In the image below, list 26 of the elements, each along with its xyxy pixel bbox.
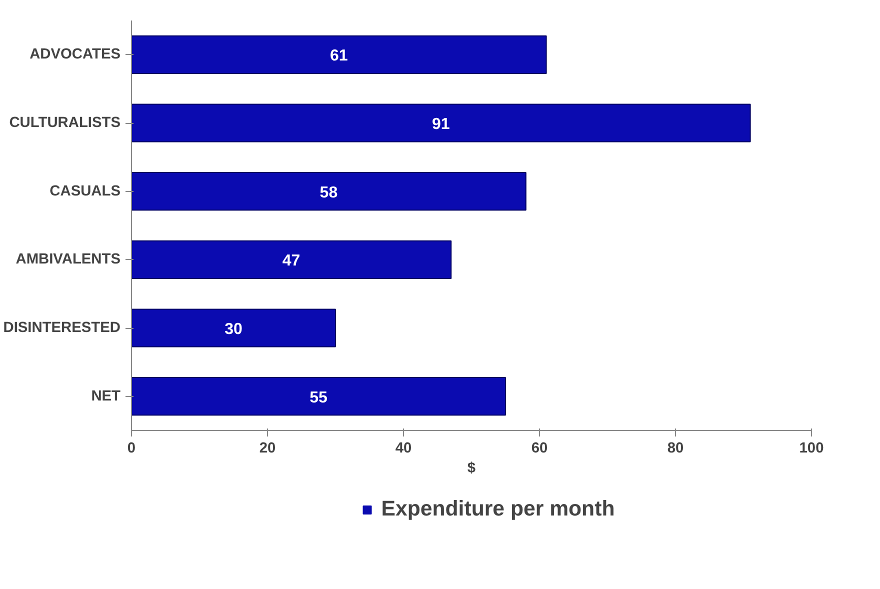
data-label: 91 <box>432 116 450 133</box>
data-label: 47 <box>282 252 300 270</box>
x-axis-title: $ <box>467 460 476 476</box>
data-label: 58 <box>320 184 338 202</box>
y-tick-label: DISINTERESTED <box>3 320 120 336</box>
y-tick-label: NET <box>91 388 121 404</box>
x-tick-label: 60 <box>531 440 548 456</box>
x-tick-label: 20 <box>259 440 276 456</box>
bar <box>132 308 336 348</box>
data-label: 55 <box>310 389 328 406</box>
x-tick-label: 40 <box>395 440 412 456</box>
legend-label: Expenditure per month <box>381 496 615 522</box>
x-tick-label: 80 <box>667 440 684 456</box>
y-tick-label: ADVOCATES <box>30 46 121 63</box>
bar <box>132 172 526 211</box>
bar <box>132 240 452 279</box>
y-tick-label: AMBIVALENTS <box>16 252 121 268</box>
x-tick-label: 100 <box>799 440 824 456</box>
data-label: 61 <box>330 48 348 65</box>
x-tick-label: 0 <box>127 440 136 456</box>
bar <box>132 35 547 74</box>
bar <box>132 104 751 142</box>
y-tick-label: CASUALS <box>50 183 121 200</box>
bar <box>132 377 506 416</box>
data-label: 30 <box>224 321 242 338</box>
y-tick-label: CULTURALISTS <box>9 115 121 131</box>
